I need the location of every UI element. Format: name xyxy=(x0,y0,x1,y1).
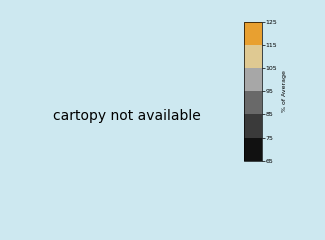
Text: cartopy not available: cartopy not available xyxy=(53,109,201,123)
Y-axis label: % of Average: % of Average xyxy=(282,70,287,112)
